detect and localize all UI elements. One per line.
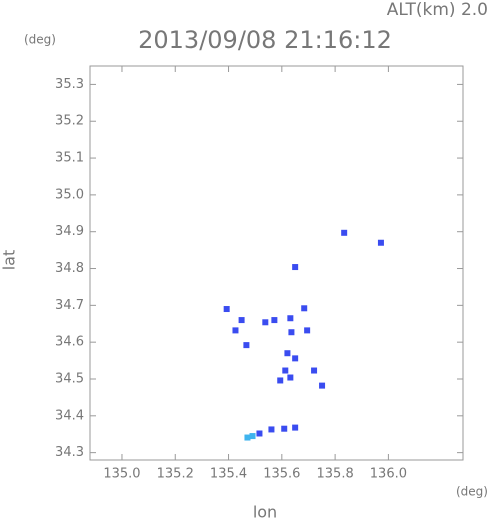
echo-cell — [262, 319, 269, 326]
x-tick-label: 135.0 — [103, 467, 140, 482]
echo-cell — [287, 315, 294, 322]
echo-cell — [319, 382, 326, 389]
y-tick-label: 35.0 — [55, 187, 84, 202]
echo-cell — [301, 305, 308, 312]
echo-cell — [243, 342, 250, 349]
echo-cell — [223, 306, 230, 313]
echo-cell — [268, 426, 275, 433]
echo-cell — [284, 350, 291, 357]
echo-cell — [287, 374, 294, 381]
echo-cell — [292, 355, 299, 362]
echo-cell — [304, 327, 311, 334]
y-tick-label: 35.2 — [55, 114, 84, 129]
x-tick-label: 135.4 — [210, 467, 247, 482]
echo-cell — [244, 434, 251, 441]
echo-cell — [249, 433, 256, 440]
echo-cell — [288, 329, 295, 336]
y-tick-label: 34.6 — [55, 335, 84, 350]
y-tick-label: 34.9 — [55, 224, 84, 239]
echo-cell — [271, 317, 278, 324]
echo-cell — [377, 239, 384, 246]
x-unit: (deg) — [456, 485, 488, 499]
echo-cell — [238, 317, 245, 324]
echo-cell — [292, 424, 299, 431]
echo-cell — [311, 367, 318, 374]
echo-cell — [292, 264, 299, 271]
y-tick-label: 34.4 — [55, 408, 84, 423]
y-axis-label: lat — [0, 250, 19, 271]
y-tick-label: 35.1 — [55, 151, 84, 166]
y-unit: (deg) — [24, 33, 56, 47]
y-tick-label: 34.7 — [55, 298, 84, 313]
x-tick-label: 135.2 — [157, 467, 194, 482]
echo-cell — [282, 367, 289, 374]
x-tick-label: 135.6 — [263, 467, 300, 482]
x-axis-label: lon — [253, 503, 277, 521]
altitude: ALT(km) 2.0 — [387, 0, 488, 20]
plot-frame — [89, 65, 464, 461]
y-tick-label: 34.3 — [55, 445, 84, 460]
echo-cell — [256, 430, 263, 437]
echo-cell — [277, 377, 284, 384]
y-tick-label: 34.5 — [55, 371, 84, 386]
y-tick-label: 35.3 — [55, 77, 84, 92]
chart-title: 2013/09/08 21:16:12 — [138, 26, 392, 54]
x-tick-label: 135.8 — [317, 467, 354, 482]
echo-cell — [232, 327, 239, 334]
echo-cell — [281, 425, 288, 432]
x-tick-label: 136.0 — [370, 467, 407, 482]
echo-cell — [341, 229, 348, 236]
y-tick-label: 34.8 — [55, 261, 84, 276]
